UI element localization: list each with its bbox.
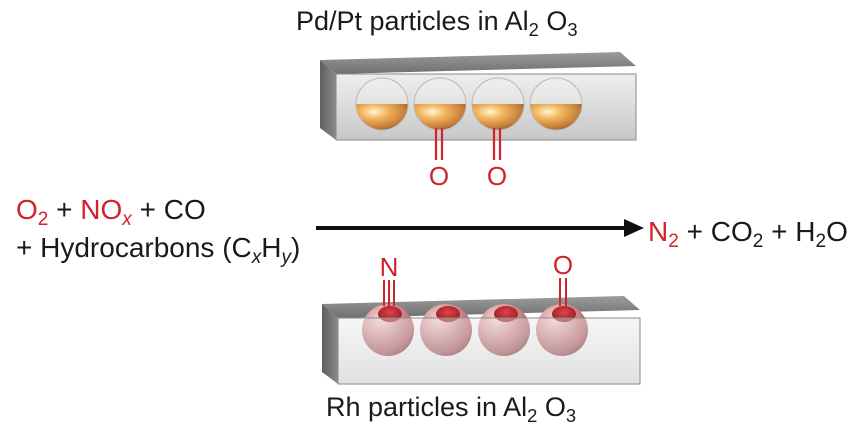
gold-particle — [472, 104, 524, 130]
bottom-support-front — [337, 317, 641, 385]
bottom-title-sub-1: 2 — [527, 404, 538, 426]
reactant-h-sub: y — [281, 247, 292, 269]
bottom-adsorbate-bonds — [383, 278, 567, 306]
gold-particle-shell — [355, 77, 409, 131]
top-title-sub-2: 3 — [567, 18, 578, 40]
bottom-title-mid: O — [537, 392, 566, 422]
reactants-line-1: O2 + NOx + CO — [16, 194, 206, 230]
reactant-nox-sub: x — [122, 209, 132, 231]
bottom-catalyst-title: Rh particles in Al2 O3 — [326, 392, 576, 425]
product-h2o-sub: 2 — [815, 231, 827, 253]
top-title-sub-1: 2 — [528, 18, 539, 40]
gold-particle-shell — [413, 77, 467, 131]
top-title-mid: O — [538, 6, 568, 36]
top-adsorbate-label-2: O — [487, 161, 507, 191]
reactants-line-2: + Hydrocarbons (CxHy) — [16, 232, 301, 268]
gold-particle — [356, 104, 408, 130]
product-n2-sub: 2 — [668, 231, 679, 253]
bottom-adsorbate-label-1: N — [380, 252, 399, 282]
product-h2o-o: O — [826, 216, 848, 247]
top-title-text: Pd/Pt particles in Al — [296, 6, 529, 36]
product-h2o: + H — [763, 216, 816, 247]
reactant-close-paren: ) — [291, 232, 301, 263]
top-particles — [355, 77, 583, 131]
reactant-co: + CO — [131, 194, 206, 225]
reactant-o2: O — [16, 194, 38, 225]
gold-particle — [530, 104, 582, 130]
gold-particle — [414, 104, 466, 130]
product-co2: + CO — [678, 216, 753, 247]
product-n2: N — [648, 216, 669, 247]
reactant-o2-sub: 2 — [37, 209, 49, 231]
top-adsorbate-bonds — [434, 128, 502, 160]
top-adsorbate-label-1: O — [429, 161, 449, 191]
bottom-title-sub-2: 3 — [565, 404, 577, 426]
gold-particle-shell — [471, 77, 525, 131]
product-co2-sub: 2 — [752, 231, 764, 253]
reactant-c-sub: x — [251, 247, 262, 269]
reactant-h: H — [261, 232, 282, 263]
products: N2 + CO2 + H2O — [648, 216, 848, 252]
reactant-plus: + — [48, 194, 81, 225]
gold-particle-shell — [529, 77, 583, 131]
bottom-title-text: Rh particles in Al — [326, 392, 528, 422]
reactant-hydrocarbons: + Hydrocarbons (C — [16, 232, 252, 263]
bottom-adsorbate-label-2: O — [553, 250, 573, 280]
reactant-nox: NO — [80, 194, 123, 225]
top-catalyst-title: Pd/Pt particles in Al2 O3 — [296, 6, 578, 39]
reaction-arrow — [316, 219, 644, 237]
